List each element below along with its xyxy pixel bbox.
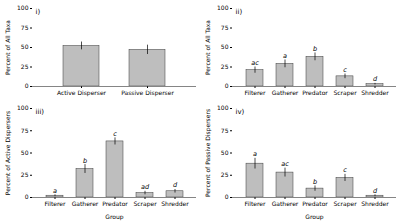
- svg-text:0: 0: [25, 82, 29, 89]
- svg-text:Group: Group: [105, 213, 123, 221]
- svg-text:Group: Group: [305, 213, 323, 221]
- svg-text:d: d: [173, 181, 178, 189]
- svg-text:a: a: [283, 52, 287, 60]
- svg-text:0: 0: [225, 193, 229, 200]
- svg-text:Shredder: Shredder: [161, 200, 189, 207]
- svg-text:0: 0: [25, 193, 29, 200]
- svg-text:Predator: Predator: [102, 200, 128, 207]
- svg-text:Gatherer: Gatherer: [272, 89, 299, 96]
- svg-text:100: 100: [217, 4, 229, 11]
- svg-text:ac: ac: [251, 59, 259, 67]
- svg-text:a: a: [253, 150, 257, 158]
- svg-text:b: b: [313, 45, 317, 53]
- svg-text:i): i): [36, 8, 41, 16]
- svg-text:Scraper: Scraper: [333, 200, 357, 208]
- svg-text:25: 25: [21, 63, 29, 70]
- svg-text:50: 50: [21, 149, 29, 156]
- svg-text:25: 25: [21, 171, 29, 178]
- svg-text:75: 75: [221, 24, 229, 31]
- svg-text:b: b: [83, 157, 87, 165]
- svg-text:Scraper: Scraper: [333, 89, 357, 97]
- svg-text:Predator: Predator: [302, 89, 328, 96]
- svg-text:a: a: [53, 187, 57, 195]
- svg-text:Shredder: Shredder: [361, 200, 389, 207]
- svg-text:25: 25: [221, 63, 229, 70]
- svg-text:Percent of Active Dispersers: Percent of Active Dispersers: [4, 111, 12, 195]
- svg-text:ac: ac: [281, 160, 289, 168]
- svg-text:d: d: [373, 187, 378, 195]
- svg-text:Filterer: Filterer: [245, 200, 266, 207]
- svg-text:50: 50: [221, 149, 229, 156]
- svg-text:75: 75: [221, 127, 229, 134]
- svg-text:25: 25: [221, 171, 229, 178]
- svg-text:d: d: [373, 75, 378, 83]
- svg-text:Scraper: Scraper: [133, 200, 157, 208]
- svg-text:Active Disperser: Active Disperser: [57, 89, 107, 97]
- svg-text:100: 100: [217, 104, 229, 111]
- svg-text:Predator: Predator: [302, 200, 328, 207]
- svg-text:Percent of All Taxa: Percent of All Taxa: [204, 20, 211, 75]
- svg-text:100: 100: [17, 104, 29, 111]
- svg-text:50: 50: [21, 43, 29, 50]
- svg-text:Gatherer: Gatherer: [272, 200, 299, 207]
- svg-text:75: 75: [21, 24, 29, 31]
- svg-text:ii): ii): [236, 8, 243, 16]
- svg-text:Filterer: Filterer: [45, 200, 66, 207]
- svg-text:Passive Disperser: Passive Disperser: [121, 89, 174, 97]
- svg-text:c: c: [113, 130, 117, 138]
- svg-text:Percent of All Taxa: Percent of All Taxa: [4, 20, 11, 75]
- svg-text:ad: ad: [141, 183, 150, 191]
- svg-text:Percent of Passive Dispersers: Percent of Passive Dispersers: [204, 109, 212, 197]
- svg-text:c: c: [343, 66, 347, 74]
- svg-text:0: 0: [225, 82, 229, 89]
- svg-text:b: b: [313, 178, 317, 186]
- svg-text:c: c: [343, 166, 347, 174]
- svg-text:iii): iii): [36, 108, 45, 116]
- svg-text:Gatherer: Gatherer: [72, 200, 99, 207]
- svg-text:Shredder: Shredder: [361, 89, 389, 96]
- svg-text:75: 75: [21, 127, 29, 134]
- svg-text:iv): iv): [236, 108, 245, 116]
- svg-text:Filterer: Filterer: [245, 89, 266, 96]
- svg-text:100: 100: [17, 4, 29, 11]
- svg-text:50: 50: [221, 43, 229, 50]
